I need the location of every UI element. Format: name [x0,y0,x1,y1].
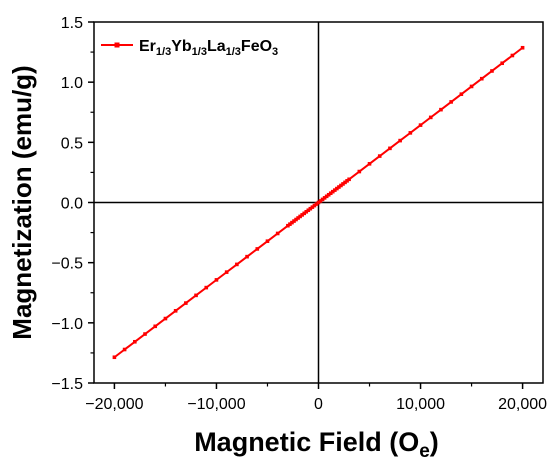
x-tick-label: −20,000 [85,396,143,413]
y-tick-label: 1.5 [61,15,83,32]
data-point [275,231,280,236]
data-point [255,247,260,251]
series-layer [112,45,525,360]
data-point [298,214,302,219]
data-point [459,92,464,96]
x-axis-title-subscript: e [419,441,430,462]
data-point [204,285,209,290]
data-point [265,239,270,243]
data-point [330,189,335,194]
data-point [326,192,331,197]
tick-labels: −20,000 −10,000 0 10,000 20,000 −1.5 −1.0 −0.5 0… [51,15,547,413]
x-tick-label: 20,000 [498,396,547,413]
data-point [184,301,188,305]
x-tick-label: 10,000 [396,396,445,413]
data-point [500,61,504,66]
data-point [112,355,117,360]
data-point [306,208,311,213]
data-point [469,84,474,89]
data-point [320,197,325,202]
y-tick-label: −1.0 [51,316,83,333]
data-point [133,339,137,344]
data-point [194,293,198,298]
data-point [316,200,321,205]
x-tick-label: 0 [314,396,323,413]
data-point [322,196,327,200]
data-point [214,278,219,282]
data-point [439,107,443,112]
data-point [339,183,343,188]
x-axis-title: Magnetic Field (Oe) [194,427,439,462]
y-tick-label: −1.5 [51,376,83,393]
data-point [377,154,382,158]
data-point [294,217,298,222]
data-point [341,182,345,186]
data-point [357,169,362,174]
data-point [520,45,525,50]
data-point [296,216,300,220]
data-point [163,316,168,321]
data-point [398,138,402,143]
data-point [153,324,158,329]
data-point [367,162,372,166]
data-point [300,213,304,217]
plot-frame [93,21,544,384]
data-point [408,131,413,135]
data-point [428,115,433,120]
data-point [335,186,339,191]
data-point [345,179,349,183]
data-point [122,347,127,352]
legend: Er1/3Yb1/3La1/3FeO3 [101,38,278,58]
data-point [245,254,249,259]
data-point [302,211,307,216]
data-point [310,205,315,209]
legend-label: Er1/3Yb1/3La1/3FeO3 [139,38,278,58]
data-point [308,206,313,211]
data-point [235,262,239,267]
data-point [224,270,229,274]
data-point [324,194,329,199]
data-point [347,177,351,182]
y-tick-label: 0.0 [61,196,83,213]
legend-marker [114,42,120,48]
data-point [290,220,294,225]
data-point [286,223,290,228]
data-point [510,53,515,58]
data-point [143,332,147,336]
data-point [333,188,337,192]
y-tick-label: 1.0 [61,75,83,92]
data-point [173,309,178,313]
data-point [292,219,296,223]
data-point [337,185,341,189]
data-point [312,203,317,208]
data-point [490,69,494,73]
y-tick-label: −0.5 [51,256,83,273]
data-point [304,209,309,214]
axis-ticks [88,21,524,389]
y-axis-title: Magnetization (emu/g) [7,65,37,339]
data-point [418,123,423,127]
data-point [288,222,292,226]
y-tick-label: 0.5 [61,135,83,152]
data-point [318,199,323,203]
data-point [388,146,392,151]
x-tick-label: −10,000 [187,396,245,413]
data-point [449,100,453,104]
data-point [479,76,484,81]
data-point [343,180,347,185]
data-point [328,191,333,196]
data-point [314,202,319,206]
